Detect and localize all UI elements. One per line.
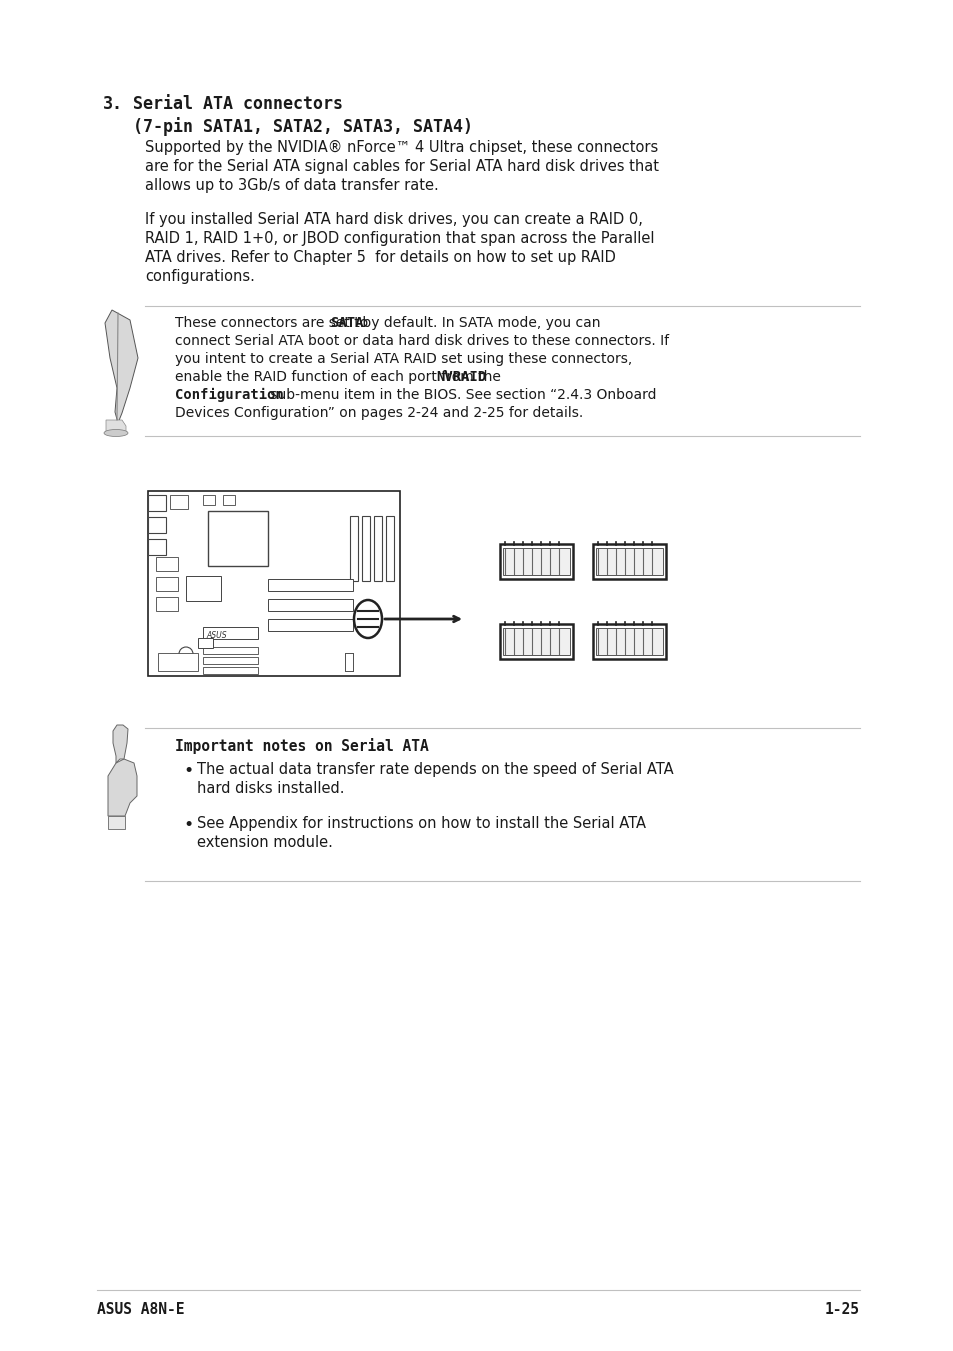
Polygon shape	[108, 816, 125, 830]
Bar	[203, 627, 257, 639]
Text: connect Serial ATA boot or data hard disk drives to these connectors. If: connect Serial ATA boot or data hard dis…	[174, 334, 668, 349]
Bar	[345, 653, 353, 671]
Text: by default. In SATA mode, you can: by default. In SATA mode, you can	[358, 316, 600, 330]
Text: allows up to 3Gb/s of data transfer rate.: allows up to 3Gb/s of data transfer rate…	[145, 178, 438, 193]
Text: configurations.: configurations.	[145, 269, 254, 284]
Bar	[502, 628, 569, 655]
Bar	[148, 517, 166, 534]
Bar	[386, 516, 394, 581]
Text: The actual data transfer rate depends on the speed of Serial ATA: The actual data transfer rate depends on…	[196, 762, 673, 777]
Bar	[596, 549, 662, 576]
Polygon shape	[106, 420, 126, 434]
Bar	[156, 577, 178, 590]
Bar	[170, 494, 188, 509]
Polygon shape	[105, 309, 138, 423]
Text: •: •	[183, 816, 193, 834]
Bar	[345, 653, 353, 671]
Bar	[268, 598, 353, 611]
Bar	[203, 667, 257, 674]
Bar	[361, 516, 370, 581]
Polygon shape	[108, 759, 137, 816]
Bar	[203, 657, 257, 663]
Text: Supported by the NVIDIA® nForce™ 4 Ultra chipset, these connectors: Supported by the NVIDIA® nForce™ 4 Ultra…	[145, 141, 658, 155]
Text: 1-25: 1-25	[824, 1302, 859, 1317]
Text: ASUS: ASUS	[206, 631, 227, 640]
Text: sub-menu item in the BIOS. See section “2.4.3 Onboard: sub-menu item in the BIOS. See section “…	[266, 388, 656, 403]
Text: enable the RAID function of each port from the: enable the RAID function of each port fr…	[174, 370, 505, 384]
Ellipse shape	[104, 430, 128, 436]
Text: ASUS A8N-E: ASUS A8N-E	[97, 1302, 184, 1317]
Bar	[596, 628, 662, 655]
Text: RAID 1, RAID 1+0, or JBOD configuration that span across the Parallel: RAID 1, RAID 1+0, or JBOD configuration …	[145, 231, 654, 246]
Bar	[502, 549, 569, 576]
Bar	[593, 544, 665, 580]
Text: Important notes on Serial ATA: Important notes on Serial ATA	[174, 738, 428, 754]
Text: If you installed Serial ATA hard disk drives, you can create a RAID 0,: If you installed Serial ATA hard disk dr…	[145, 212, 642, 227]
Text: (7-pin SATA1, SATA2, SATA3, SATA4): (7-pin SATA1, SATA2, SATA3, SATA4)	[132, 118, 473, 136]
Bar	[148, 539, 166, 555]
Bar	[208, 511, 268, 566]
Bar	[345, 653, 353, 671]
Bar	[158, 653, 198, 671]
Text: 3.: 3.	[103, 95, 123, 113]
Bar	[203, 647, 257, 654]
Text: are for the Serial ATA signal cables for Serial ATA hard disk drives that: are for the Serial ATA signal cables for…	[145, 159, 659, 174]
Bar	[374, 516, 381, 581]
Bar	[268, 580, 353, 590]
Bar	[223, 494, 234, 505]
Bar	[156, 557, 178, 571]
Bar	[148, 494, 166, 511]
Text: you intent to create a Serial ATA RAID set using these connectors,: you intent to create a Serial ATA RAID s…	[174, 353, 632, 366]
Polygon shape	[112, 725, 128, 763]
Text: See Appendix for instructions on how to install the Serial ATA: See Appendix for instructions on how to …	[196, 816, 645, 831]
Bar	[499, 544, 573, 580]
Bar	[198, 638, 213, 648]
Text: •: •	[183, 762, 193, 780]
Text: Serial ATA connectors: Serial ATA connectors	[132, 95, 343, 113]
Bar	[203, 494, 214, 505]
Text: NVRAID: NVRAID	[436, 370, 486, 384]
Bar	[345, 653, 353, 671]
Text: SATA: SATA	[330, 316, 363, 330]
Text: extension module.: extension module.	[196, 835, 333, 850]
Text: Configuration: Configuration	[174, 388, 284, 403]
Text: ATA drives. Refer to Chapter 5  for details on how to set up RAID: ATA drives. Refer to Chapter 5 for detai…	[145, 250, 616, 265]
Bar	[186, 576, 221, 601]
Text: Devices Configuration” on pages 2-24 and 2-25 for details.: Devices Configuration” on pages 2-24 and…	[174, 407, 582, 420]
Bar	[593, 624, 665, 659]
Bar	[350, 516, 357, 581]
Bar	[499, 624, 573, 659]
Bar	[148, 490, 399, 676]
Bar	[268, 619, 353, 631]
Text: These connectors are set to: These connectors are set to	[174, 316, 373, 330]
Bar	[156, 597, 178, 611]
Text: hard disks installed.: hard disks installed.	[196, 781, 344, 796]
